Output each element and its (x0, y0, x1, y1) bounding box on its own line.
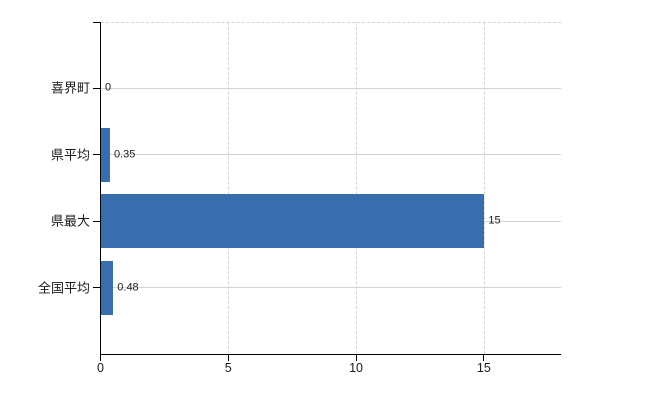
category-label: 県平均 (50, 147, 90, 163)
category-label: 喜界町 (50, 80, 90, 96)
y-axis-tick (93, 220, 100, 222)
plot-top-border (101, 22, 561, 23)
horizontal-gridline (101, 287, 561, 289)
plot-area: 0 0.35 15 0.48 (100, 22, 561, 355)
bar-2 (101, 194, 485, 249)
bar-3 (101, 260, 114, 315)
x-axis-tick (483, 355, 485, 361)
x-axis-tick (100, 355, 101, 361)
vertical-gridline (483, 22, 485, 354)
y-axis-tick (93, 87, 100, 89)
y-axis-tick (93, 287, 100, 289)
x-axis-tick-label: 5 (224, 361, 232, 375)
bar-value-label: 0.48 (117, 281, 139, 294)
vertical-gridline (356, 22, 358, 354)
bar-value-label: 0.35 (113, 148, 136, 161)
category-label: 全国平均 (37, 280, 90, 296)
x-axis-tick (355, 355, 357, 361)
category-label: 県最大 (50, 213, 90, 229)
horizontal-gridline (101, 154, 561, 156)
vertical-gridline (228, 22, 230, 354)
bar-1 (101, 127, 110, 182)
horizontal-gridline (101, 87, 561, 89)
x-axis-tick (227, 355, 229, 361)
bar-value-label: 15 (488, 214, 501, 227)
x-axis-tick-label: 15 (476, 361, 491, 375)
y-axis-end-tick (93, 21, 100, 23)
x-axis-tick-label: 10 (349, 361, 363, 375)
x-axis-tick-label: 0 (97, 361, 104, 375)
bar-value-label: 0 (105, 81, 112, 94)
y-axis-tick (93, 154, 100, 156)
